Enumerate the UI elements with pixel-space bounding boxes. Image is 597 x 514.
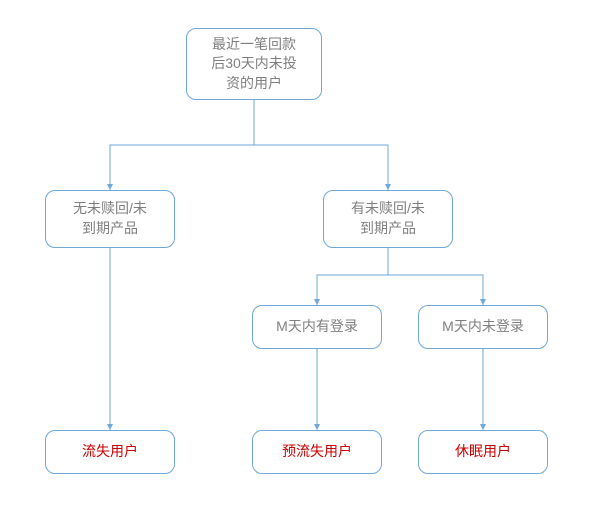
- edge-root-n_right: [254, 100, 388, 190]
- node-leaf3: 休眠用户: [418, 430, 548, 474]
- node-label: M天内未登录: [442, 317, 524, 337]
- node-label: 有未赎回/未 到期产品: [351, 199, 425, 238]
- node-label: 无未赎回/未 到期产品: [73, 199, 147, 238]
- edge-n_right-m_yes: [317, 248, 388, 305]
- edge-n_right-m_no: [388, 248, 483, 305]
- edge-root-n_left: [110, 100, 254, 190]
- node-m_yes: M天内有登录: [252, 305, 382, 349]
- node-label: M天内有登录: [276, 317, 358, 337]
- node-label: 预流失用户: [282, 442, 352, 462]
- node-n_left: 无未赎回/未 到期产品: [45, 190, 175, 248]
- node-label: 最近一笔回款 后30天内未投 资的用户: [211, 35, 297, 94]
- node-m_no: M天内未登录: [418, 305, 548, 349]
- node-leaf1: 流失用户: [45, 430, 175, 474]
- node-label: 流失用户: [82, 442, 138, 462]
- node-n_right: 有未赎回/未 到期产品: [323, 190, 453, 248]
- node-root: 最近一笔回款 后30天内未投 资的用户: [186, 28, 322, 100]
- node-leaf2: 预流失用户: [252, 430, 382, 474]
- node-label: 休眠用户: [455, 442, 511, 462]
